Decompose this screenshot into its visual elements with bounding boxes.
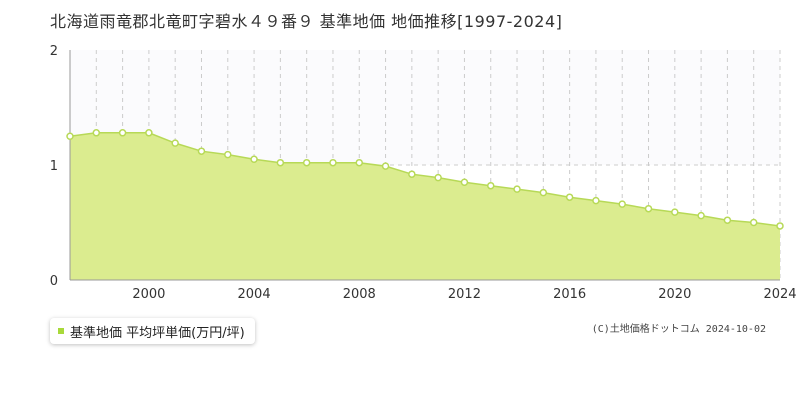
- data-point: [224, 150, 232, 159]
- series-area: [70, 132, 780, 280]
- data-point: [434, 173, 442, 182]
- x-tick-label: 2012: [448, 287, 481, 302]
- chart-title: 北海道雨竜郡北竜町字碧水４９番９ 基準地価 地価推移[1997-2024]: [50, 12, 563, 31]
- data-point: [66, 132, 74, 140]
- data-point: [171, 139, 179, 147]
- upper-band: [70, 50, 780, 165]
- x-tick-label: 2004: [238, 287, 271, 302]
- area-layer: [69, 132, 781, 280]
- series-line: [69, 132, 781, 227]
- legend-label: 基準地価 平均坪単価(万円/坪): [70, 325, 245, 341]
- data-point: [329, 158, 337, 167]
- tick-labels: 0 1 2 2000 2004 2008 2012 2016 2020 2024: [50, 44, 797, 302]
- x-tick-label: 2020: [658, 287, 691, 302]
- data-point: [145, 129, 153, 137]
- y-tick-label: 2: [50, 44, 58, 59]
- x-tick-label: 2008: [343, 287, 376, 302]
- x-tick-label: 2000: [132, 287, 165, 302]
- data-point: [197, 147, 206, 155]
- y-tick-label: 1: [50, 159, 58, 174]
- data-point: [92, 129, 101, 137]
- data-point: [460, 178, 469, 186]
- data-point: [776, 222, 784, 230]
- data-markers: [66, 129, 784, 230]
- data-point: [118, 129, 127, 137]
- x-tick-label: 2016: [553, 287, 586, 302]
- data-point: [644, 204, 653, 213]
- data-point: [513, 185, 521, 193]
- data-point: [250, 155, 258, 163]
- data-point: [565, 193, 574, 201]
- legend-swatch-icon: [58, 328, 64, 334]
- x-tick-label: 2024: [763, 287, 796, 302]
- data-point: [355, 158, 364, 167]
- axes: [69, 50, 780, 281]
- data-point: [408, 170, 416, 178]
- data-point: [723, 216, 732, 224]
- legend: 基準地価 平均坪単価(万円/坪): [50, 318, 255, 344]
- data-point: [697, 211, 705, 220]
- data-point: [749, 218, 758, 227]
- data-point: [381, 162, 390, 170]
- data-point: [302, 158, 311, 167]
- data-point: [592, 196, 600, 205]
- data-point: [276, 158, 285, 167]
- data-point: [539, 188, 548, 197]
- data-point: [486, 181, 495, 190]
- data-point: [618, 200, 626, 208]
- data-point: [671, 208, 679, 216]
- copyright-text: (C)土地価格ドットコム 2024-10-02: [591, 324, 766, 335]
- y-tick-label: 0: [50, 274, 58, 289]
